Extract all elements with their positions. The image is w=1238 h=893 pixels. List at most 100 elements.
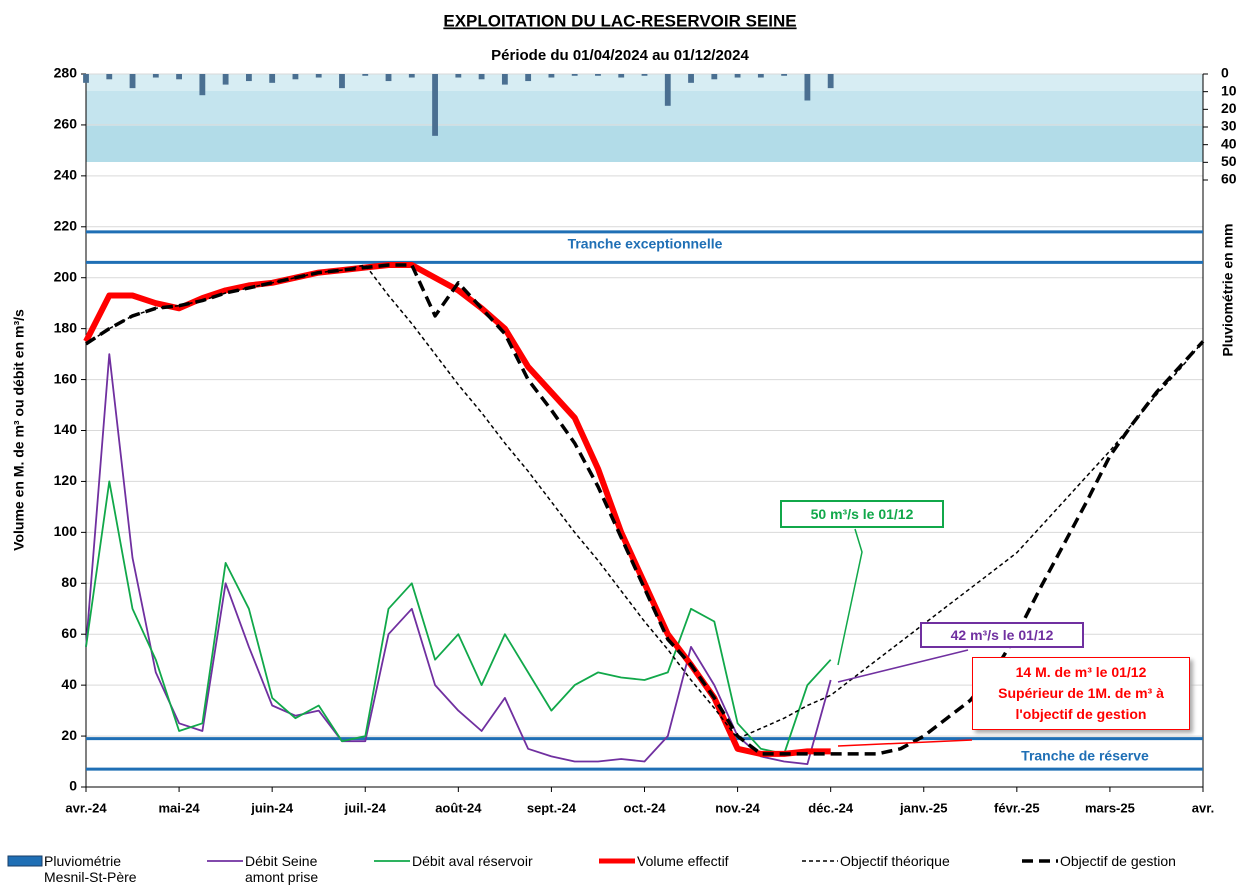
y-tick-label: 220 xyxy=(54,217,78,233)
y-tick-label: 200 xyxy=(54,268,78,284)
y2-tick-label: 50 xyxy=(1221,153,1237,169)
annotation-line: Supérieur de 1M. de m³ à xyxy=(998,685,1164,701)
x-tick-label: sept.-24 xyxy=(527,800,577,815)
rain-bar xyxy=(83,74,89,83)
x-tick-label: juin-24 xyxy=(250,800,294,815)
legend-swatch xyxy=(802,860,838,862)
legend-label: Objectif théorique xyxy=(840,853,950,869)
annotation-line: l'objectif de gestion xyxy=(1015,706,1147,722)
y-tick-label: 60 xyxy=(61,625,77,641)
legend-swatch xyxy=(1022,859,1058,863)
rain-bar xyxy=(432,74,438,136)
chart-title: EXPLOITATION DU LAC-RESERVOIR SEINE xyxy=(443,11,796,30)
legend-item: Objectif de gestion xyxy=(1020,853,1176,869)
y2-tick-label: 40 xyxy=(1221,135,1237,151)
legend-item: Débit aval réservoir xyxy=(372,853,533,869)
y-tick-label: 100 xyxy=(54,523,78,539)
rain-bar xyxy=(664,74,671,106)
rain-bar xyxy=(199,74,206,96)
legend-item: Pluviométrie Mesnil-St-Père xyxy=(4,853,154,885)
rain-bar xyxy=(595,74,601,76)
series-line xyxy=(83,262,831,757)
rain-bar xyxy=(106,74,113,80)
y2-tick-label: 30 xyxy=(1221,118,1237,134)
y-tick-label: 240 xyxy=(54,167,78,183)
rain-bar xyxy=(501,74,508,85)
y-tick-label: 260 xyxy=(54,116,78,132)
rain-bar xyxy=(152,74,159,78)
rain-bar xyxy=(757,74,764,78)
rain-bar xyxy=(734,74,741,78)
y2-tick-label: 20 xyxy=(1221,100,1237,116)
series-line xyxy=(85,264,1204,740)
y2-tick-label: 10 xyxy=(1221,82,1237,98)
rain-bar xyxy=(618,74,625,78)
annotation-arrow xyxy=(837,649,969,683)
reference-label: Tranche de réserve xyxy=(1021,748,1149,764)
legend-item: Objectif théorique xyxy=(800,853,950,869)
x-tick-label: juil.-24 xyxy=(344,800,387,815)
legend-swatch-mark xyxy=(7,855,43,867)
legend-label: Volume effectif xyxy=(637,853,729,869)
annotation-arrow xyxy=(837,739,973,747)
rain-bar xyxy=(571,74,578,76)
y-tick-label: 120 xyxy=(54,472,78,488)
rain-bar xyxy=(478,74,485,80)
x-tick-label: oct.-24 xyxy=(624,800,667,815)
series-line xyxy=(85,353,832,765)
legend-item: Volume effectif xyxy=(597,853,729,869)
x-tick-label: mars-25 xyxy=(1085,800,1135,815)
rain-bar xyxy=(292,74,299,80)
rain-bar xyxy=(548,74,555,78)
rain-bar xyxy=(781,74,788,76)
rain-bar xyxy=(129,74,136,89)
rain-bar xyxy=(315,74,322,78)
rain-bar xyxy=(688,74,694,83)
annotation: 42 m³/s le 01/12 xyxy=(920,622,1084,648)
rain-bar xyxy=(176,74,182,80)
rain-bar xyxy=(222,74,229,85)
y-tick-label: 40 xyxy=(61,676,77,692)
rain-bar xyxy=(455,74,462,78)
rain-bar xyxy=(641,74,648,76)
x-tick-label: déc.-24 xyxy=(808,800,854,815)
x-tick-label: août-24 xyxy=(435,800,482,815)
y-tick-label: 280 xyxy=(54,65,78,81)
legend-swatch xyxy=(7,855,43,867)
reference-label: Tranche exceptionnelle xyxy=(568,236,723,252)
x-tick-label: avr.-24 xyxy=(65,800,107,815)
rain-bar xyxy=(525,74,532,82)
x-tick-label: févr.-25 xyxy=(994,800,1040,815)
rain-bar xyxy=(339,74,345,89)
rain-band xyxy=(86,126,1203,162)
legend-item: Débit Seine amont prise xyxy=(205,853,355,885)
legend-label: Débit Seine amont prise xyxy=(245,853,319,885)
chart-subtitle: Période du 01/04/2024 au 01/12/2024 xyxy=(491,47,749,64)
annotation: 14 M. de m³ le 01/12 Supérieur de 1M. de … xyxy=(972,657,1190,730)
x-tick-label: mai-24 xyxy=(158,800,200,815)
legend-swatch xyxy=(374,860,410,862)
legend-swatch xyxy=(207,860,243,862)
rain-bar xyxy=(804,74,811,101)
annotation-line: 14 M. de m³ le 01/12 xyxy=(1015,664,1147,680)
rain-bar xyxy=(362,74,369,76)
y2-tick-label: 0 xyxy=(1221,65,1229,81)
x-tick-label: avr. xyxy=(1192,800,1214,815)
annotation-arrow xyxy=(837,528,863,666)
y-tick-label: 0 xyxy=(69,778,77,794)
y-tick-label: 160 xyxy=(54,370,78,386)
y-tick-label: 140 xyxy=(54,421,78,437)
rain-bar xyxy=(408,74,415,78)
series-line xyxy=(85,480,832,755)
rain-bar xyxy=(385,74,392,82)
rain-bar xyxy=(269,74,276,83)
rain-bar xyxy=(245,74,252,82)
y2-axis-label: Pluviométrie en mm xyxy=(1220,223,1236,356)
legend-label: Débit aval réservoir xyxy=(412,853,533,869)
legend-label: Pluviométrie Mesnil-St-Père xyxy=(44,853,137,885)
rain-bar xyxy=(827,74,834,89)
y2-tick-label: 60 xyxy=(1221,171,1237,187)
y-tick-label: 180 xyxy=(54,319,78,335)
